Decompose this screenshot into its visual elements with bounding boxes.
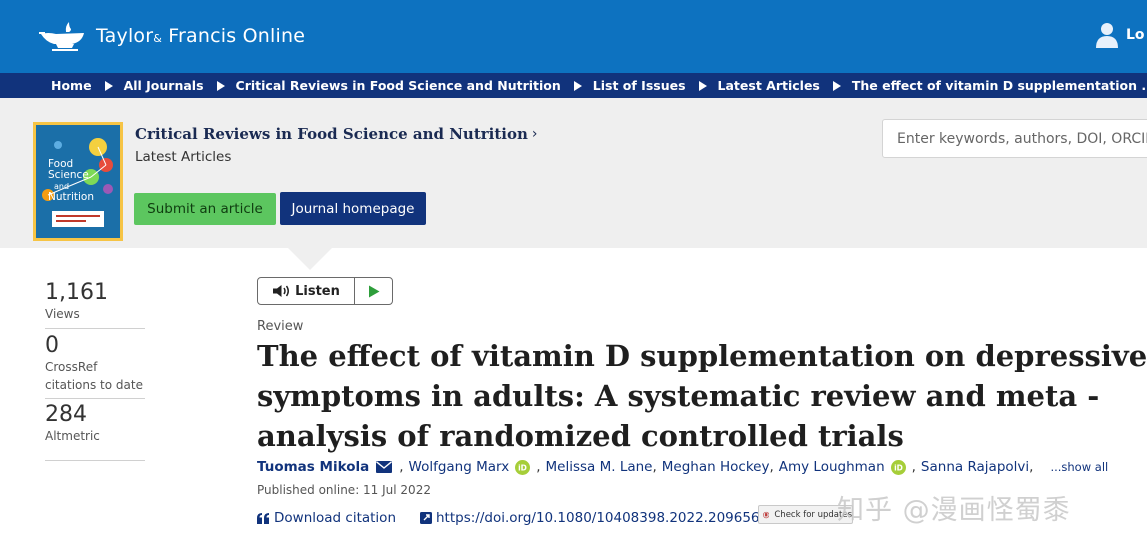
article-title-line: The effect of vitamin D supplementation … [257, 339, 1147, 373]
metric-label: Altmetric [45, 429, 100, 443]
quote-icon [257, 512, 269, 524]
breadcrumb-current: The effect of vitamin D supplementation … [851, 78, 1147, 93]
author-separator: , [911, 459, 916, 475]
published-date: Published online: 11 Jul 2022 [257, 483, 431, 497]
breadcrumb: Home All Journals Critical Reviews in Fo… [0, 73, 1147, 98]
metric-altmetric[interactable]: 284 Altmetric [45, 402, 145, 445]
banner-pointer [288, 248, 332, 270]
journal-homepage-button[interactable]: Journal homepage [280, 192, 426, 225]
metric-value: 1,161 [45, 280, 108, 305]
user-icon [1096, 23, 1118, 48]
breadcrumb-journal[interactable]: Critical Reviews in Food Science and Nut… [235, 78, 561, 93]
watermark: 知乎 @漫画怪蜀黍 [837, 495, 1071, 526]
listen-label: Listen [295, 283, 340, 299]
breadcrumb-home[interactable]: Home [51, 78, 92, 93]
article-title-line: symptoms in adults: A systematic review … [257, 379, 1100, 413]
download-citation-link[interactable]: Download citation [257, 510, 396, 526]
breadcrumb-arrow-icon [832, 80, 841, 91]
article-title: The effect of vitamin D supplementation … [257, 336, 1147, 456]
show-all-authors-link[interactable]: ...show all [1050, 460, 1109, 474]
lamp-logo-icon [39, 22, 84, 51]
login-link[interactable]: Lo [1096, 22, 1145, 48]
svg-text:iD: iD [894, 463, 903, 472]
author-separator: , [769, 459, 774, 475]
listen-button[interactable]: Listen [258, 278, 355, 304]
login-label: Lo [1126, 27, 1145, 43]
play-button[interactable] [355, 278, 392, 304]
journal-title-link[interactable]: Critical Reviews in Food Science and Nut… [135, 125, 538, 143]
check-updates-label: Check for updates [774, 509, 852, 520]
search-input[interactable] [882, 119, 1147, 158]
author-link[interactable]: Tuomas Mikola [257, 459, 370, 475]
author-separator: , [536, 459, 541, 475]
metric-value: 0 [45, 333, 59, 358]
metric-value: 284 [45, 402, 87, 427]
author-link[interactable]: Meghan Hockey [661, 459, 770, 475]
author-separator: , [399, 459, 404, 475]
divider [45, 460, 145, 461]
article-title-line: analysis of randomized controlled trials [257, 419, 904, 453]
breadcrumb-arrow-icon [216, 80, 225, 91]
author-link[interactable]: Wolfgang Marx [408, 459, 510, 475]
divider [45, 398, 145, 399]
site-header: Taylor& Francis Online Lo [0, 0, 1147, 73]
divider [45, 328, 145, 329]
cover-title: Food Science and Nutrition [48, 158, 94, 203]
play-icon [368, 285, 379, 297]
doi-label: https://doi.org/10.1080/10408398.2022.20… [436, 510, 769, 526]
speaker-icon [273, 285, 290, 297]
listen-player: Listen [257, 277, 393, 305]
breadcrumb-all-journals[interactable]: All Journals [123, 78, 204, 93]
article-actions: Download citation https://doi.org/10.108… [257, 510, 768, 526]
breadcrumb-arrow-icon [104, 80, 113, 91]
author-separator: , [652, 459, 657, 475]
orcid-icon[interactable]: iD [890, 459, 906, 475]
journal-subtitle: Latest Articles [135, 149, 232, 165]
mail-icon[interactable] [376, 461, 393, 473]
svg-text:iD: iD [518, 463, 527, 472]
external-link-icon [420, 512, 432, 524]
metric-crossref: 0 CrossRef citations to date [45, 333, 145, 394]
journal-cover[interactable]: Food Science and Nutrition [33, 122, 123, 241]
brand-name: Taylor& Francis Online [96, 25, 306, 47]
download-citation-label: Download citation [274, 510, 396, 526]
breadcrumb-arrow-icon [573, 80, 582, 91]
breadcrumb-arrow-icon [698, 80, 707, 91]
author-list: Tuomas Mikola , Wolfgang Marx iD , Melis… [257, 459, 1108, 475]
chevron-right-icon: › [531, 126, 538, 142]
orcid-icon[interactable]: iD [515, 459, 531, 475]
author-link[interactable]: Melissa M. Lane [545, 459, 653, 475]
breadcrumb-latest-articles[interactable]: Latest Articles [717, 78, 820, 93]
journal-title: Critical Reviews in Food Science and Nut… [135, 125, 528, 143]
metric-views: 1,161 Views [45, 280, 145, 323]
breadcrumb-list-of-issues[interactable]: List of Issues [592, 78, 686, 93]
check-for-updates-button[interactable]: Check for updates [758, 505, 853, 524]
site-logo[interactable]: Taylor& Francis Online [38, 18, 305, 54]
doi-link[interactable]: https://doi.org/10.1080/10408398.2022.20… [420, 510, 768, 526]
article-type: Review [257, 319, 304, 334]
crossmark-icon [763, 511, 770, 518]
cover-art [36, 125, 120, 238]
author-link[interactable]: Sanna Rajapolvi [920, 459, 1030, 475]
author-separator: , [1029, 459, 1034, 475]
author-link[interactable]: Amy Loughman [778, 459, 885, 475]
metric-label: Views [45, 307, 80, 321]
metric-label: CrossRef citations to date [45, 360, 143, 392]
submit-article-button[interactable]: Submit an article [134, 193, 276, 225]
